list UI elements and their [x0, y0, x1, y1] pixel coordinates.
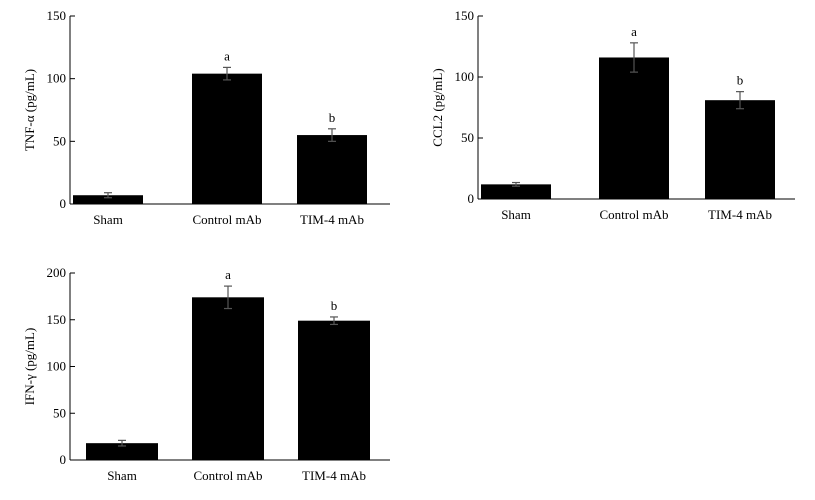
significance-label: b: [737, 73, 744, 88]
y-tick-label: 50: [53, 133, 66, 148]
y-tick-label: 100: [455, 69, 475, 84]
x-category-label: Sham: [93, 212, 123, 227]
y-tick-label: 100: [47, 359, 67, 374]
x-category-label: TIM-4 mAb: [302, 468, 366, 483]
y-tick-label: 0: [468, 191, 475, 206]
y-axis-label: CCL2 (pg/mL): [430, 68, 445, 146]
bar-2: [297, 135, 367, 204]
bar-1: [192, 73, 262, 204]
chart-panel-2: 0 50 100 150 CCL2 (pg/mL) Sham a Control mAb b TI…: [430, 8, 795, 222]
x-category-label: Sham: [107, 468, 137, 483]
y-tick-label: 150: [47, 312, 67, 327]
bar-2: [298, 320, 370, 460]
bar-2: [705, 100, 775, 199]
bar-1: [599, 57, 669, 200]
x-category-label: TIM-4 mAb: [708, 207, 772, 222]
x-category-label: TIM-4 mAb: [300, 212, 364, 227]
y-tick-label: 150: [455, 8, 475, 23]
significance-label: a: [631, 24, 637, 39]
y-axis-label: IFN-γ (pg/mL): [22, 328, 37, 406]
y-tick-label: 200: [47, 265, 67, 280]
y-tick-label: 0: [60, 452, 67, 467]
bar-0: [481, 184, 551, 199]
y-tick-label: 0: [60, 196, 67, 211]
significance-label: b: [331, 298, 338, 313]
x-category-label: Control mAb: [193, 212, 262, 227]
y-tick-label: 50: [53, 405, 66, 420]
chart-panel-3: 0 50 100 150 200 IFN-γ (pg/mL) Sham a Control mA…: [22, 265, 390, 483]
bar-1: [192, 297, 264, 460]
bar-0: [86, 443, 158, 460]
x-category-label: Sham: [501, 207, 531, 222]
x-category-label: Control mAb: [600, 207, 669, 222]
bar-0: [73, 195, 143, 204]
y-tick-label: 50: [461, 130, 474, 145]
significance-label: a: [225, 267, 231, 282]
significance-label: b: [329, 110, 336, 125]
significance-label: a: [224, 48, 230, 63]
y-tick-label: 100: [47, 71, 67, 86]
x-category-label: Control mAb: [194, 468, 263, 483]
y-tick-label: 150: [47, 8, 67, 23]
chart-panel-1: 0 50 100 150 TNF-α (pg/mL) Sham a Control mAb b T…: [22, 8, 390, 227]
y-axis-label: TNF-α (pg/mL): [22, 69, 37, 151]
